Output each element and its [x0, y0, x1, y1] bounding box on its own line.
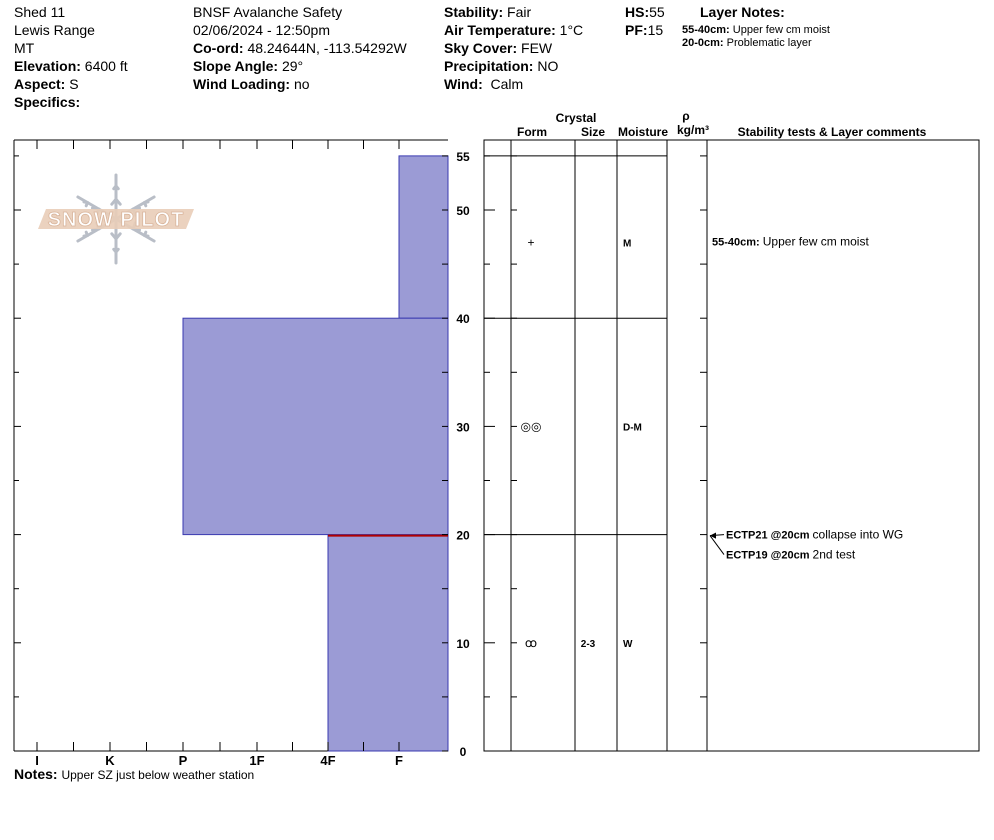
slope-angle: Slope Angle: 29°: [193, 57, 303, 75]
hardness-tick-label: F: [395, 753, 403, 768]
sky-cover: Sky Cover: FEW: [444, 39, 552, 57]
arrowhead-icon: [710, 532, 716, 539]
aspect: Aspect: S: [14, 75, 79, 93]
penetration-foot: PF:15: [625, 21, 663, 39]
sky-value: FEW: [521, 40, 553, 56]
layer-comment: 55-40cm: Upper few cm moist: [712, 234, 869, 248]
precipitation: Precipitation: NO: [444, 57, 558, 75]
stability: Stability: Fair: [444, 3, 531, 21]
height-tick-label: 10: [456, 637, 470, 651]
layer-table-header: Crystal Form Size Moisture ρ kg/m³ Stabi…: [517, 109, 927, 139]
crystal-header: Crystal: [556, 111, 597, 125]
wind-value: Calm: [490, 76, 524, 92]
grain-form-symbol: ◎◎: [521, 419, 542, 433]
observation-datetime: 02/06/2024 - 12:50pm: [193, 22, 330, 38]
moisture-value: W: [623, 639, 633, 650]
hardness-layer: [182, 317, 449, 536]
layer-table: [483, 139, 980, 752]
snowpilot-logo: SNOW PILOT: [38, 173, 194, 265]
hardness-tick-label: P: [179, 753, 188, 768]
notes-value: Upper SZ just below weather station: [61, 768, 255, 782]
grain-form-symbol: +: [527, 235, 534, 249]
specifics-label: Specifics:: [14, 94, 81, 110]
stability-header: Stability tests & Layer comments: [738, 125, 927, 139]
height-tick-label: 0: [460, 745, 467, 759]
air-temp-label: Air Temperature:: [444, 22, 556, 38]
hs-value: 55: [649, 4, 665, 20]
slope-label: Slope Angle:: [193, 58, 279, 74]
wind-loading-value: no: [293, 76, 310, 92]
hardness-layer: [327, 534, 449, 752]
wind: Wind: Calm: [444, 75, 523, 93]
snow-height: HS:55: [625, 3, 665, 21]
air-temp-value: 1°C: [559, 22, 584, 38]
stability-test: ECTP21 @20cm collapse into WG: [726, 528, 903, 542]
pf-value: 15: [647, 22, 664, 38]
grain-form-symbol: ꝏ: [525, 636, 537, 650]
coord-label: Co-ord:: [193, 40, 244, 56]
aspect-label: Aspect:: [14, 76, 66, 92]
size-header: Size: [581, 125, 605, 139]
height-tick-label: 30: [456, 420, 470, 434]
hardness-tick-label: 1F: [249, 753, 264, 768]
hardness-axis: I K P 1F 4F F: [35, 140, 403, 768]
moisture-header: Moisture: [618, 125, 668, 139]
hardness-layer: [398, 155, 449, 319]
layer-table-rows: + M ◎◎ D-M ꝏ 2-3 W: [484, 155, 667, 650]
elevation-value: 6400 ft: [84, 58, 128, 74]
pf-label: PF:: [625, 22, 648, 38]
height-tick-label: 40: [456, 312, 470, 326]
hardness-layers: [182, 155, 449, 752]
layer-notes-title: Layer Notes:: [700, 4, 785, 20]
specifics: Specifics:: [14, 93, 80, 111]
rho-header: ρ: [682, 109, 689, 123]
stability-label: Stability:: [444, 4, 504, 20]
precip-label: Precipitation:: [444, 58, 534, 74]
hardness-tick-label: K: [105, 753, 115, 768]
test-arrow: [709, 535, 725, 555]
logo-banner: [38, 209, 194, 229]
logo-text: SNOW PILOT: [48, 209, 185, 231]
elevation-label: Elevation:: [14, 58, 81, 74]
wind-label: Wind:: [444, 76, 483, 92]
height-tick-label: 55: [456, 150, 470, 164]
sky-label: Sky Cover:: [444, 40, 518, 56]
coordinates: Co-ord: 48.24644N, -113.54292W: [193, 39, 407, 57]
notes-label: Notes:: [14, 766, 58, 782]
elevation: Elevation: 6400 ft: [14, 57, 128, 75]
layer-note-item: 55-40cm: Upper few cm moist: [682, 24, 830, 36]
moisture-value: M: [623, 238, 631, 249]
coord-value: 48.24644N, -113.54292W: [247, 40, 407, 56]
height-tick-label: 20: [456, 529, 470, 543]
moisture-value: D-M: [623, 422, 642, 433]
density-unit-header: kg/m³: [677, 123, 709, 137]
hs-label: HS:: [625, 4, 650, 20]
layer-note-item: 20-0cm: Problematic layer: [682, 37, 812, 49]
grain-size: 2-3: [581, 639, 596, 650]
wind-loading-label: Wind Loading:: [193, 76, 291, 92]
site-state: MT: [14, 40, 35, 56]
slope-value: 29°: [281, 58, 304, 74]
form-header: Form: [517, 125, 547, 139]
site-name: Shed 11: [14, 4, 66, 20]
organization: BNSF Avalanche Safety: [193, 4, 343, 20]
stability-comments: 55-40cm: Upper few cm moist ECTP21 @20cm …: [709, 234, 903, 562]
wind-loading: Wind Loading: no: [193, 75, 310, 93]
site-range: Lewis Range: [14, 22, 95, 38]
footer-notes: Notes: Upper SZ just below weather stati…: [14, 765, 254, 784]
height-tick-label: 50: [456, 204, 470, 218]
air-temperature: Air Temperature: 1°C: [444, 21, 583, 39]
hardness-tick-label: I: [35, 753, 39, 768]
precip-value: NO: [537, 58, 559, 74]
hardness-tick-label: 4F: [320, 753, 335, 768]
stability-test: ECTP19 @20cm 2nd test: [726, 548, 856, 562]
aspect-value: S: [69, 76, 79, 92]
stability-value: Fair: [507, 4, 532, 20]
